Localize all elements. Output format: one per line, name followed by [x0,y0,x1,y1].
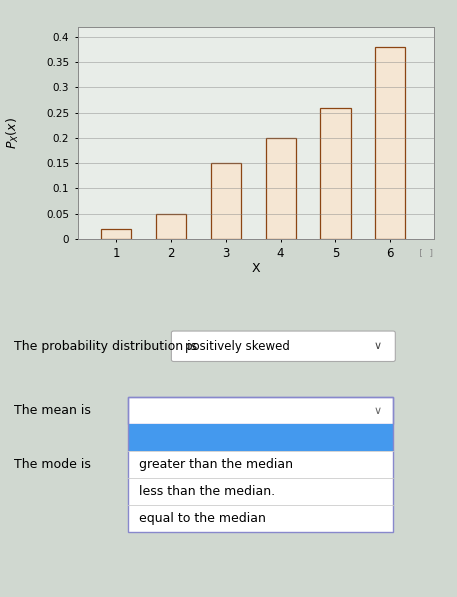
Text: positively skewed: positively skewed [185,340,290,353]
FancyBboxPatch shape [128,424,393,451]
Text: The probability distribution is: The probability distribution is [14,340,197,353]
Y-axis label: $P_X(x)$: $P_X(x)$ [5,117,21,149]
Bar [156,214,186,239]
Text: The mean is: The mean is [14,404,90,417]
Bar [211,163,241,239]
Bar [266,138,296,239]
Text: The mode is: The mode is [14,458,90,471]
FancyBboxPatch shape [128,505,393,531]
Text: equal to the median: equal to the median [139,512,266,525]
Text: [ ]: [ ] [418,248,434,257]
Text: ∨: ∨ [373,406,382,416]
Text: ∨: ∨ [373,341,382,351]
X-axis label: X: X [252,261,260,275]
FancyBboxPatch shape [128,451,393,478]
FancyBboxPatch shape [128,478,393,505]
Bar [320,107,351,239]
FancyBboxPatch shape [128,398,393,424]
Text: greater than the median: greater than the median [139,458,293,471]
Bar [101,229,131,239]
Bar [375,47,405,239]
FancyBboxPatch shape [171,331,395,362]
Text: less than the median.: less than the median. [139,485,276,498]
